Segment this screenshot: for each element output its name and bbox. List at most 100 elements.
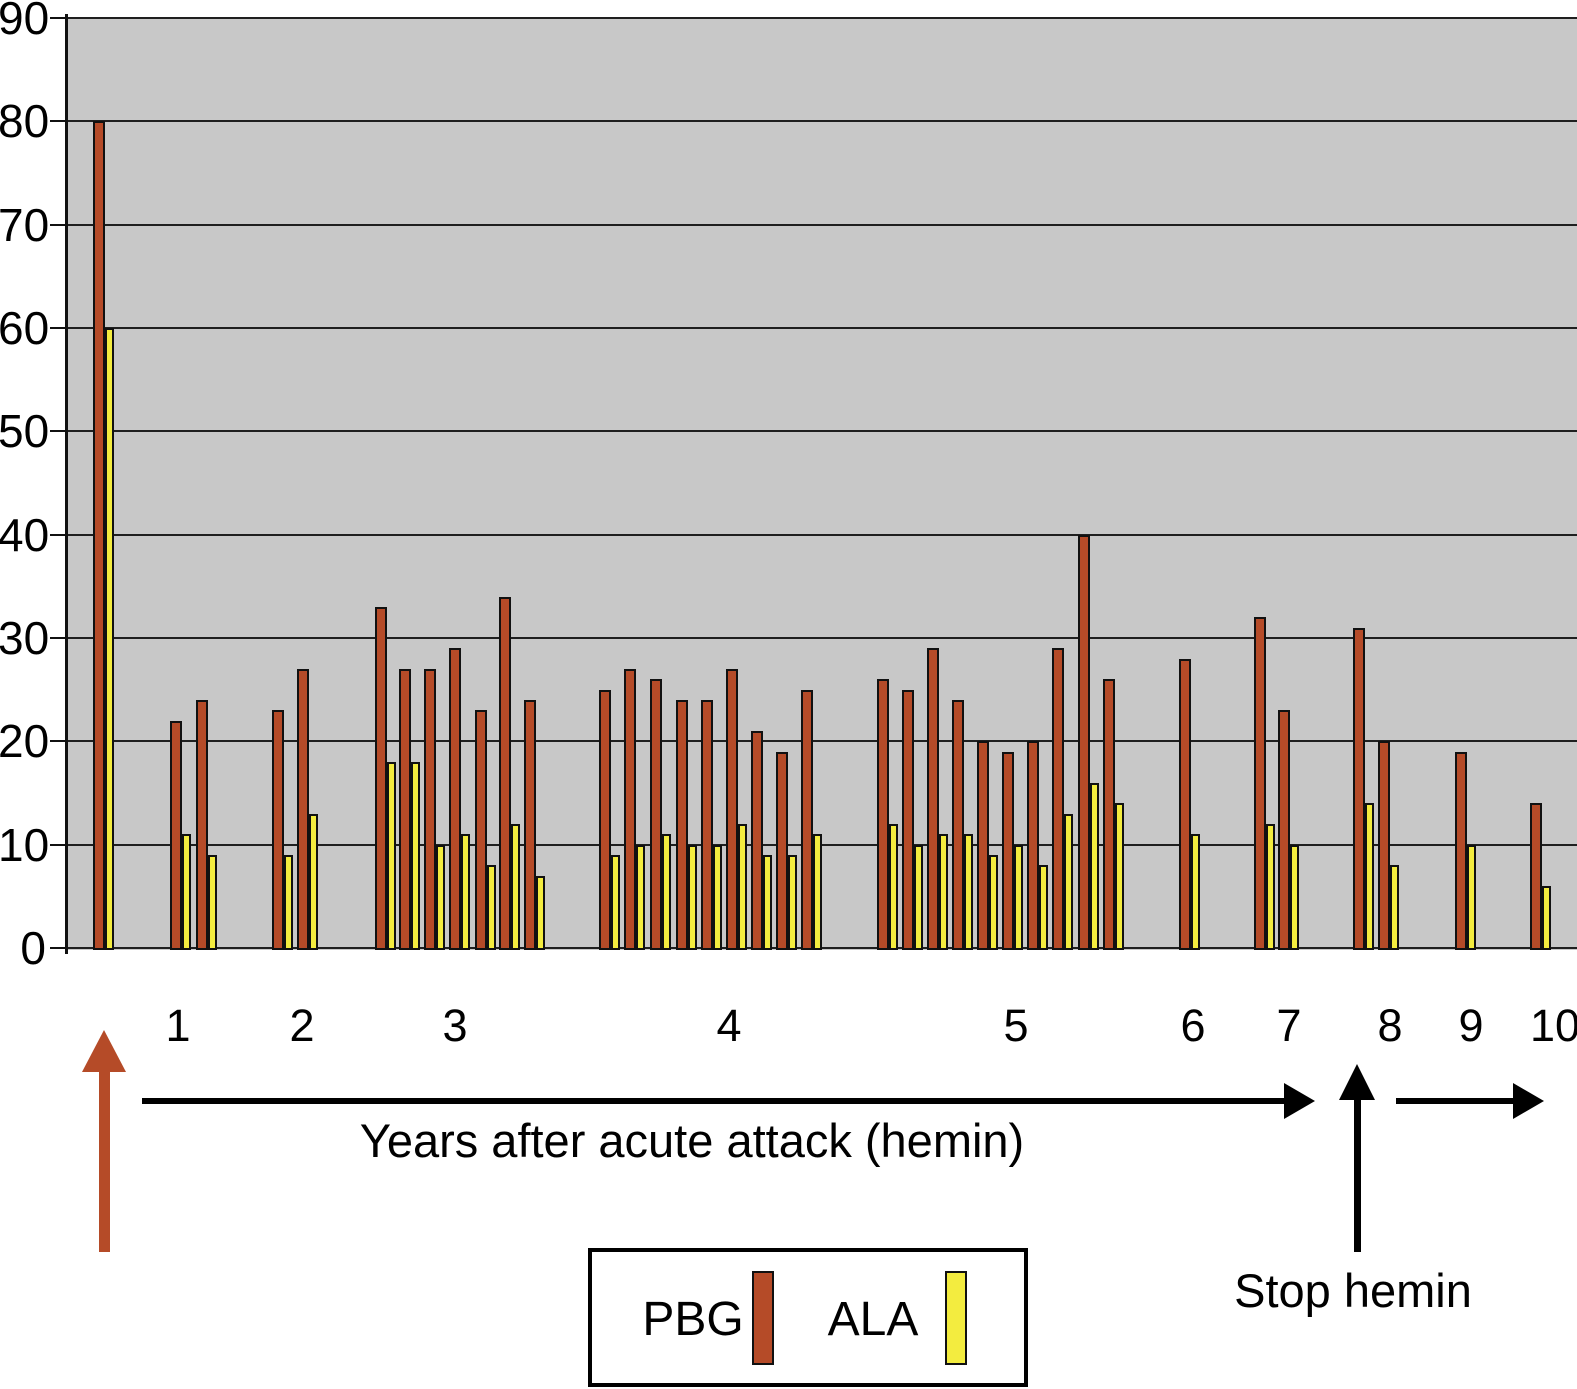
bar-ala bbox=[1467, 844, 1476, 950]
y-tick-label: 0 bbox=[20, 922, 46, 974]
y-tick-mark bbox=[50, 843, 68, 846]
acute-attack-arrow-stem bbox=[99, 1068, 110, 1252]
gridline bbox=[68, 533, 1577, 536]
x-tick-label: 10 bbox=[1529, 1000, 1577, 1051]
stop-hemin-arrow-stem bbox=[1354, 1096, 1361, 1252]
bar-ala bbox=[788, 855, 797, 950]
bar-pbg bbox=[1530, 803, 1542, 950]
bar-ala bbox=[1365, 803, 1374, 950]
bar-pbg bbox=[524, 700, 536, 950]
bar-pbg bbox=[1052, 648, 1064, 950]
gridline bbox=[68, 947, 1577, 949]
post-hemin-arrow-head-icon bbox=[1513, 1083, 1544, 1119]
y-tick-label: 30 bbox=[0, 612, 50, 664]
bar-pbg bbox=[1353, 627, 1365, 950]
bar-ala bbox=[611, 855, 620, 950]
gridline bbox=[68, 740, 1577, 743]
bar-pbg bbox=[927, 648, 939, 950]
y-tick-mark bbox=[50, 947, 68, 949]
bar-ala bbox=[636, 844, 645, 950]
bar-pbg bbox=[93, 121, 105, 950]
x-tick-label: 3 bbox=[442, 1000, 468, 1051]
acute-attack-arrow-icon bbox=[82, 1030, 126, 1072]
y-tick-label: 50 bbox=[0, 405, 50, 458]
bar-ala bbox=[813, 834, 822, 950]
gridline bbox=[68, 17, 1577, 19]
bar-pbg bbox=[399, 669, 411, 950]
gridline bbox=[68, 120, 1577, 123]
bar-ala bbox=[713, 844, 722, 950]
bar-ala bbox=[487, 865, 496, 950]
x-tick-label: 8 bbox=[1377, 1000, 1403, 1051]
bar-pbg bbox=[1278, 710, 1290, 950]
bar-pbg bbox=[170, 720, 182, 950]
legend: PBG ALA bbox=[588, 1248, 1028, 1387]
bar-pbg bbox=[952, 700, 964, 950]
legend-ala-swatch bbox=[945, 1271, 967, 1365]
bar-pbg bbox=[1002, 751, 1014, 950]
y-tick-label: 90 bbox=[0, 0, 50, 44]
y-tick-mark bbox=[50, 223, 68, 226]
y-tick-mark bbox=[50, 740, 68, 743]
bar-ala bbox=[182, 834, 191, 950]
x-tick-label: 6 bbox=[1180, 1000, 1206, 1051]
stop-hemin-label: Stop hemin bbox=[1234, 1264, 1472, 1317]
y-tick-mark bbox=[50, 327, 68, 329]
bar-ala bbox=[105, 328, 114, 950]
bar-ala bbox=[889, 824, 898, 950]
bar-ala bbox=[914, 844, 923, 950]
legend-ala-label: ALA bbox=[827, 1293, 919, 1346]
bar-pbg bbox=[375, 607, 387, 950]
bar-pbg bbox=[977, 741, 989, 950]
bar-pbg bbox=[1254, 617, 1266, 950]
bar-ala bbox=[1115, 803, 1124, 950]
x-axis-label: Years after acute attack (hemin) bbox=[359, 1114, 1025, 1167]
bar-pbg bbox=[676, 700, 688, 950]
legend-pbg-swatch bbox=[752, 1271, 774, 1365]
bar-pbg bbox=[424, 669, 436, 950]
gridline bbox=[68, 843, 1577, 846]
bar-pbg bbox=[196, 700, 208, 950]
bar-pbg bbox=[624, 669, 636, 950]
bar-ala bbox=[1064, 813, 1073, 950]
x-tick-label: 2 bbox=[289, 1000, 315, 1051]
bar-ala bbox=[1390, 865, 1399, 950]
bar-ala bbox=[989, 855, 998, 950]
bar-ala bbox=[284, 855, 293, 950]
bar-ala bbox=[1039, 865, 1048, 950]
y-tick-label: 20 bbox=[0, 715, 50, 768]
bar-ala bbox=[309, 813, 318, 950]
bar-ala bbox=[763, 855, 772, 950]
post-hemin-arrow bbox=[1396, 1098, 1514, 1104]
bar-ala bbox=[1266, 824, 1275, 950]
bar-ala bbox=[964, 834, 973, 950]
y-tick-mark bbox=[50, 430, 68, 433]
bar-pbg bbox=[1378, 741, 1390, 950]
bar-ala bbox=[939, 834, 948, 950]
bar-pbg bbox=[599, 689, 611, 950]
gridline bbox=[68, 637, 1577, 639]
bar-ala bbox=[1290, 844, 1299, 950]
bar-pbg bbox=[1455, 751, 1467, 950]
bar-pbg bbox=[1027, 741, 1039, 950]
bar-pbg bbox=[701, 700, 713, 950]
y-tick-label: 80 bbox=[0, 95, 50, 148]
bar-ala bbox=[536, 875, 545, 950]
bar-pbg bbox=[297, 669, 309, 950]
bar-pbg bbox=[726, 669, 738, 950]
bar-ala bbox=[1090, 782, 1099, 950]
y-tick-mark bbox=[50, 637, 68, 639]
y-tick-label: 10 bbox=[0, 818, 50, 871]
bar-pbg bbox=[751, 731, 763, 950]
x-tick-label: 7 bbox=[1276, 1000, 1302, 1051]
y-tick-mark bbox=[50, 17, 68, 19]
y-tick-mark bbox=[50, 120, 68, 123]
y-axis-line bbox=[65, 14, 68, 954]
gridline bbox=[68, 430, 1577, 433]
bar-pbg bbox=[650, 679, 662, 950]
bar-pbg bbox=[1179, 658, 1191, 950]
x-tick-label: 4 bbox=[716, 1000, 742, 1051]
